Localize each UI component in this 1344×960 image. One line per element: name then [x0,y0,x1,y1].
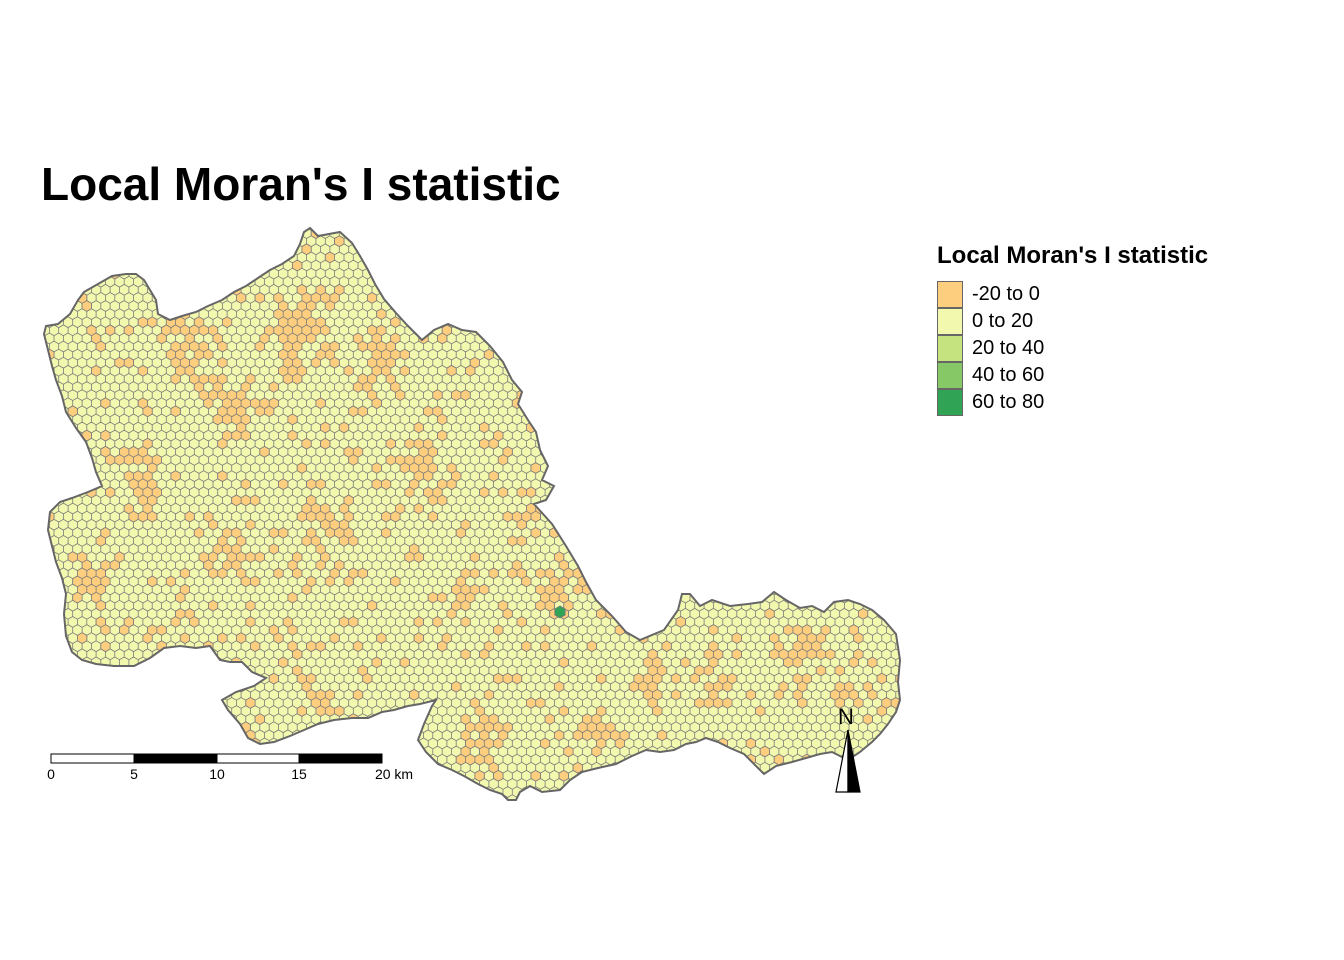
hex-cell-60-to-80 [554,605,566,619]
legend-item: 20 to 40 [937,335,1208,362]
legend-swatch [937,281,963,308]
legend-items: -20 to 0 0 to 20 20 to 40 40 to 60 60 to… [937,281,1208,416]
hexagon-grid [44,228,900,800]
legend-item: 40 to 60 [937,362,1208,389]
legend-swatch [937,362,963,389]
scale-bar-segment [50,753,135,764]
legend-swatch [937,335,963,362]
legend-label: 0 to 20 [972,310,1034,332]
legend-label: 40 to 60 [972,364,1045,386]
legend-label: 60 to 80 [972,391,1045,413]
scale-bar-segment [298,753,383,764]
legend-item: -20 to 0 [937,281,1208,308]
scale-tick-label: 10 [209,766,225,782]
north-arrow-icon [835,729,861,793]
legend-swatch [937,308,963,335]
legend-item: 60 to 80 [937,389,1208,416]
legend-swatch [937,389,963,416]
hex-cells-0-to-20 [44,228,900,800]
scale-bar-segment [216,753,300,764]
scale-bar [50,753,383,764]
scale-tick-label: 15 [291,766,307,782]
map-legend: Local Moran's I statistic -20 to 0 0 to … [937,241,1208,416]
legend-item: 0 to 20 [937,308,1208,335]
legend-label: 20 to 40 [972,337,1045,359]
scale-bar-segment [133,753,218,764]
scale-tick-label: 20 km [374,766,414,782]
map-title: Local Moran's I statistic [41,158,561,210]
scale-tick-label: 5 [130,766,138,782]
scale-tick-label: 0 [47,766,55,782]
legend-label: -20 to 0 [972,283,1040,305]
legend-title: Local Moran's I statistic [937,242,1209,269]
region-boundary [42,226,902,801]
north-arrow-label: N [838,704,854,729]
